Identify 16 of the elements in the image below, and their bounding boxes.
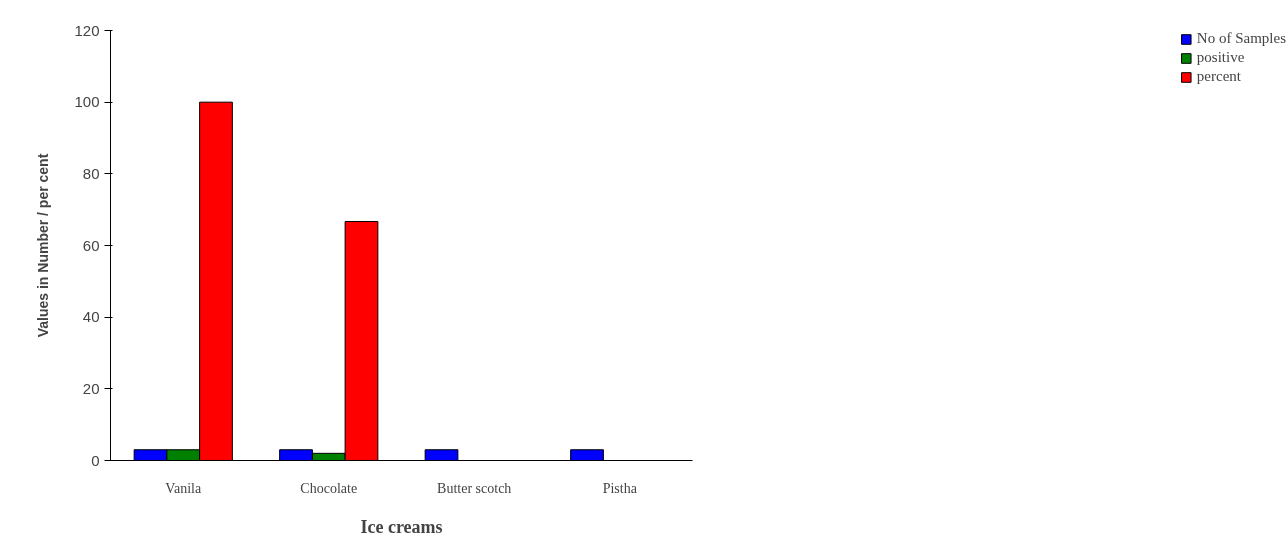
x-tick-label: Chocolate bbox=[300, 480, 358, 496]
y-tick-label: 20 bbox=[82, 379, 100, 397]
x-tick-label: Vanila bbox=[165, 480, 202, 496]
y-tick-label: 0 bbox=[91, 451, 100, 469]
y-axis-title: Values in Number / per cent bbox=[35, 153, 52, 338]
legend-label: percent bbox=[1196, 68, 1241, 85]
x-axis-title: Ice creams bbox=[360, 516, 443, 537]
legend-label: No of Samples bbox=[1196, 30, 1286, 47]
y-tick-label: 100 bbox=[74, 93, 100, 111]
y-tick-label: 80 bbox=[82, 164, 100, 182]
legend-label: positive bbox=[1196, 49, 1245, 66]
x-tick-label: Butter scotch bbox=[437, 480, 512, 496]
x-tick-label: Pistha bbox=[602, 480, 638, 496]
y-tick-label: 40 bbox=[82, 308, 100, 326]
y-tick-label: 60 bbox=[82, 236, 100, 254]
y-tick-label: 120 bbox=[74, 21, 100, 39]
